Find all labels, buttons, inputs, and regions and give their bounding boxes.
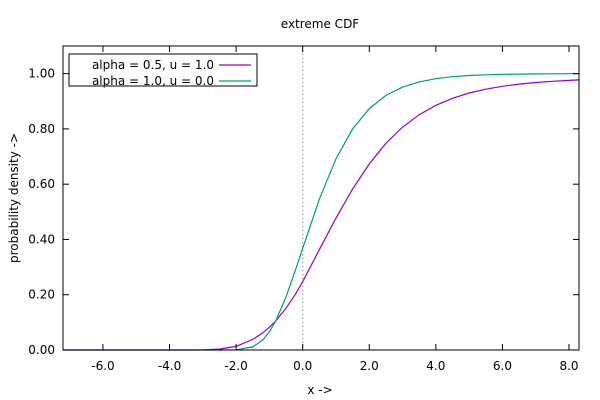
- y-tick-label: 1.00: [28, 67, 55, 81]
- y-tick-label: 0.80: [28, 122, 55, 136]
- legend-label-2: alpha = 1.0, u = 0.0: [92, 74, 214, 88]
- x-tick-label: 4.0: [426, 359, 445, 373]
- axes: -6.0 -4.0 -2.0 0.0 2.0 4.0 6.0 8.0 0.00 0.20 0.40 0…: [28, 45, 580, 373]
- series-line-1: [63, 79, 580, 351]
- plot-border: [62, 45, 580, 351]
- series-line-2: [63, 73, 579, 351]
- y-tick-label: 0.20: [28, 288, 55, 302]
- legend-label-1: alpha = 0.5, u = 1.0: [92, 58, 214, 72]
- x-tick-label: -6.0: [91, 359, 114, 373]
- y-tick-label: 0.60: [28, 177, 55, 191]
- chart-title: extreme CDF: [281, 17, 360, 31]
- x-tick-label: 8.0: [559, 359, 578, 373]
- x-tick-label: -4.0: [158, 359, 181, 373]
- legend: alpha = 0.5, u = 1.0 alpha = 1.0, u = 0.0: [68, 53, 258, 88]
- x-tick-label: 2.0: [360, 359, 379, 373]
- x-tick-label: 6.0: [493, 359, 512, 373]
- y-axis-title: probability density ->: [7, 133, 21, 263]
- plot-area: [63, 46, 580, 351]
- x-axis-title: x ->: [307, 383, 332, 397]
- x-tick-label: 0.0: [293, 359, 312, 373]
- y-tick-label: 0.00: [28, 343, 55, 357]
- x-tick-label: -2.0: [224, 359, 247, 373]
- y-tick-label: 0.40: [28, 232, 55, 246]
